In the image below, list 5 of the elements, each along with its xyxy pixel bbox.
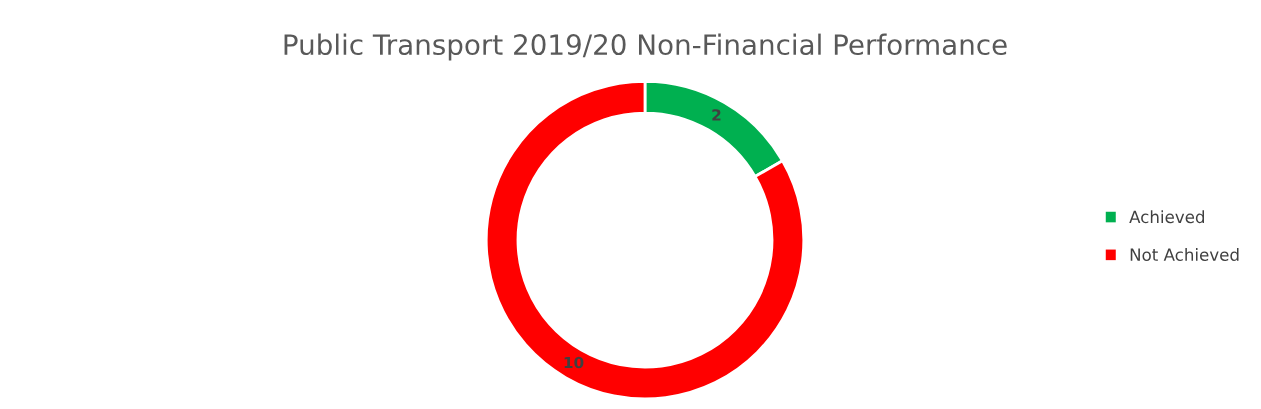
- chart-title: Public Transport 2019/20 Non-Financial Performance: [284, 33, 1007, 61]
- legend-label: Not Achieved: [1130, 248, 1239, 261]
- data-label: 10: [564, 356, 584, 369]
- data-label: 2: [712, 109, 721, 121]
- legend-label: Achieved: [1129, 210, 1204, 224]
